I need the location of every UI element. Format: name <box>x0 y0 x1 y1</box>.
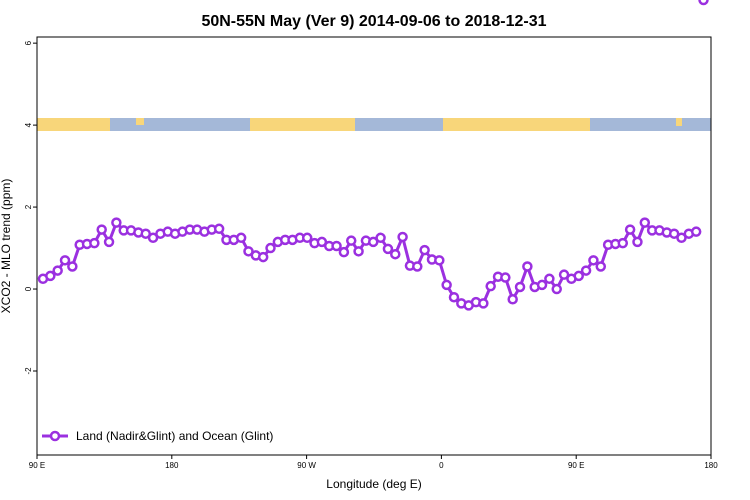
chart-title: 50N-55N May (Ver 9) 2014-09-06 to 2018-1… <box>201 13 546 30</box>
x-tick-label: 180 <box>704 461 718 470</box>
data-point <box>676 232 687 244</box>
data-point <box>690 226 702 237</box>
land-ocean-band <box>37 118 711 131</box>
data-point <box>639 217 651 228</box>
data-point <box>412 261 423 272</box>
x-axis-title: Longitude (deg E) <box>326 477 421 491</box>
data-point <box>419 244 430 256</box>
data-point <box>235 232 247 244</box>
data-point <box>353 246 364 257</box>
data-point <box>558 269 570 280</box>
data-point <box>536 279 548 291</box>
data-point <box>434 255 445 266</box>
data-point <box>632 236 643 248</box>
data-point <box>147 232 159 244</box>
data-point <box>507 294 518 305</box>
data-point <box>397 231 408 243</box>
y-axis-title: XCO2 - MLO trend (ppm) <box>0 179 13 314</box>
data-point <box>588 255 599 266</box>
data-point <box>301 232 313 244</box>
data-point <box>45 270 56 282</box>
data-point <box>331 240 342 252</box>
data-point <box>375 232 386 244</box>
data-point <box>257 251 269 263</box>
data-point <box>103 236 115 248</box>
data-point <box>551 283 562 295</box>
data-point <box>522 261 533 272</box>
data-point <box>580 265 592 276</box>
x-tick-label: 180 <box>165 461 179 470</box>
data-point <box>316 236 328 248</box>
data-point <box>485 280 496 292</box>
y-tick-label: 4 <box>24 122 33 127</box>
data-point <box>59 255 71 266</box>
legend-label: Land (Nadir&Glint) and Ocean (Glint) <box>76 429 273 443</box>
data-point <box>89 237 100 249</box>
data-point <box>67 261 78 272</box>
y-tick-label: 0 <box>24 286 33 291</box>
data-point <box>448 291 460 303</box>
data-point <box>243 246 254 257</box>
data-point <box>595 261 607 272</box>
data-point <box>500 272 511 283</box>
data-point <box>390 248 401 260</box>
data-point <box>478 298 489 309</box>
data-point <box>345 235 357 246</box>
data-point <box>698 0 709 6</box>
data-point <box>544 273 555 285</box>
data-point <box>668 228 680 239</box>
y-tick-label: 6 <box>24 40 33 45</box>
legend-marker <box>49 430 61 442</box>
data-point <box>441 279 452 291</box>
plot-frame <box>36 36 712 456</box>
data-point <box>96 224 107 235</box>
data-point <box>573 270 584 282</box>
x-tick-label: 90 E <box>29 461 45 470</box>
data-point <box>617 237 629 249</box>
data-point <box>624 224 636 235</box>
x-tick-label: 90 E <box>568 461 584 470</box>
x-tick-label: 0 <box>439 461 444 470</box>
data-point <box>368 236 379 248</box>
data-point <box>140 228 151 239</box>
data-point <box>111 217 122 228</box>
x-tick-label: 90 W <box>297 461 316 470</box>
data-point <box>213 223 225 235</box>
data-point <box>265 242 276 254</box>
data-point <box>52 265 63 276</box>
y-tick-label: 2 <box>24 204 33 209</box>
data-point <box>514 281 526 293</box>
data-point <box>338 246 350 258</box>
data-point <box>382 243 394 255</box>
y-tick-label: -2 <box>24 367 33 375</box>
